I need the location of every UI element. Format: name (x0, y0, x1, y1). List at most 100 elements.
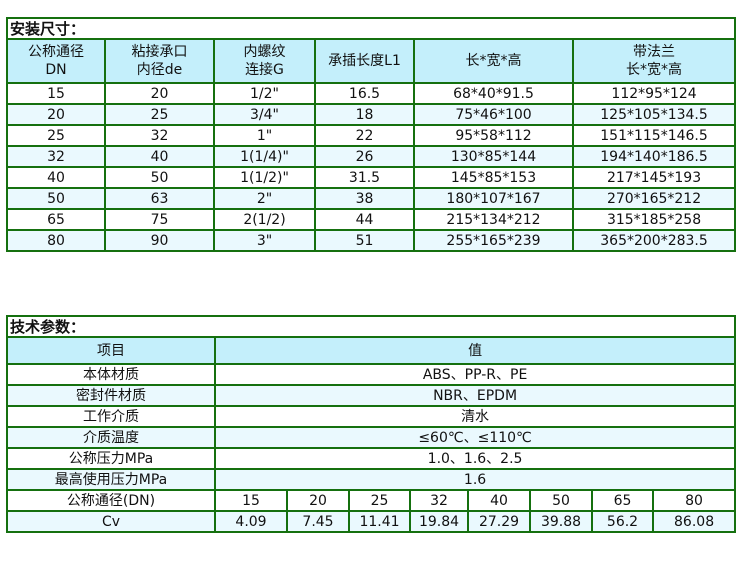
dn-value: 15 (214, 489, 288, 512)
table-row: 80 90 3" 51 255*165*239 365*200*283.5 (6, 229, 737, 252)
table-cell: 75*46*100 (413, 103, 574, 126)
table-cell-text: 26 (355, 148, 374, 165)
table-cell-text: 75*46*100 (455, 106, 532, 123)
column-header-text: 公称通径 (28, 44, 84, 60)
cv-value-text: 4.09 (235, 513, 267, 530)
table-cell-text: 51 (355, 232, 374, 249)
table-cell-text: 32 (47, 148, 65, 165)
table-cell: 180*107*167 (413, 187, 574, 210)
dn-value-text: 32 (430, 492, 448, 509)
table-cell-text: 3/4" (250, 106, 279, 123)
table-cell: 44 (314, 208, 415, 231)
table-cell: 194*140*186.5 (571, 145, 737, 168)
installation-dimensions-table: 安装尺寸： 公称通径 DN 粘接承口 内径de 内螺纹 连接G 承插长度L1 长*宽*高 带法兰长… (5, 17, 737, 252)
param-name-text: 工作介质 (83, 408, 139, 425)
cv-value: 11.41 (348, 510, 411, 533)
table-cell: 270*165*212 (571, 187, 737, 210)
table-cell-text: 1" (256, 127, 273, 144)
dn-value-text: 40 (490, 492, 508, 509)
table-cell-text: 125*105*134.5 (600, 106, 708, 123)
table-row: 工作介质 清水 (6, 405, 737, 428)
cv-value: 27.29 (467, 510, 531, 533)
dn-value: 80 (651, 489, 737, 512)
param-name: 密封件材质 (6, 384, 216, 407)
param-name: 工作介质 (6, 405, 216, 428)
table-cell-text: 63 (150, 190, 169, 207)
table-cell-text: 50 (150, 169, 169, 186)
column-header: 项目 (6, 336, 216, 365)
table-cell: 40 (104, 145, 215, 168)
table-cell: 26 (314, 145, 415, 168)
table-cell: 365*200*283.5 (571, 229, 737, 252)
param-name: 最高使用压力MPa (6, 468, 216, 491)
table-cell-text: 40 (47, 169, 65, 186)
table-cell: 25 (104, 103, 215, 126)
dn-value-text: 20 (309, 492, 327, 509)
column-header-text-line2: 长*宽*高 (626, 62, 683, 78)
cv-value-text: 56.2 (606, 513, 639, 530)
section-title-text: 技术参数： (10, 317, 86, 336)
table-title-row: 技术参数： (5, 315, 737, 338)
section-title: 安装尺寸： (5, 17, 737, 40)
table-cell-text: 151*115*146.5 (600, 127, 708, 144)
table-row: 25 32 1" 22 95*58*112 151*115*146.5 (6, 124, 737, 147)
table-cell-text: 145*85*153 (450, 169, 537, 186)
table-cell: 315*185*258 (571, 208, 737, 231)
table-cell-text: 180*107*167 (446, 190, 541, 207)
table-cell-text: 194*140*186.5 (600, 148, 708, 165)
table-cell: 130*85*144 (413, 145, 574, 168)
table-cell-text: 32 (150, 127, 169, 144)
table-cell-text: 15 (47, 85, 65, 102)
table-row: 介质温度 ≤60℃、≤110℃ (6, 426, 737, 449)
technical-parameters-table: 技术参数： 项目值本体材质 ABS、PP-R、PE 密封件材质 NBR、EPDM 工作介质… (5, 315, 737, 533)
table-cell-text: 68*40*91.5 (453, 85, 534, 102)
dn-value-text: 65 (613, 492, 632, 509)
table-cell: 3/4" (213, 103, 316, 126)
table-cell: 40 (6, 166, 106, 189)
cv-value: 39.88 (529, 510, 593, 533)
table-cell: 2" (213, 187, 316, 210)
table-cell: 16.5 (314, 82, 415, 105)
param-name: 本体材质 (6, 363, 216, 386)
table-cell: 22 (314, 124, 415, 147)
header-row: 项目 值 (6, 336, 737, 365)
table-cell-text: 75 (150, 211, 169, 228)
table-cell-text: 1(1/2)" (240, 169, 289, 186)
table-cell-text: 95*58*112 (455, 127, 532, 144)
param-name-text: 密封件材质 (76, 387, 146, 404)
table-cell-text: 270*165*212 (606, 190, 702, 207)
param-name-text: 最高使用压力MPa (54, 471, 168, 488)
column-header: 粘接承口 内径de (104, 38, 215, 84)
dn-value: 20 (286, 489, 350, 512)
param-value-text: 1.0、1.6、2.5 (427, 450, 523, 467)
table-cell: 25 (6, 124, 106, 147)
table-cell-text: 3" (256, 232, 273, 249)
table-cell: 32 (6, 145, 106, 168)
header-row: 公称通径 DN 粘接承口 内径de 内螺纹 连接G 承插长度L1 长*宽*高 带法兰 长*宽*高 (6, 38, 737, 84)
table-row: 最高使用压力MPa 1.6 (6, 468, 737, 491)
dn-value-text: 50 (552, 492, 570, 509)
table-cell: 20 (104, 82, 215, 105)
table-cell: 1" (213, 124, 316, 147)
param-name-text: 公称压力MPa (68, 450, 154, 467)
cv-value: 56.2 (591, 510, 654, 533)
table-cell-text: 217*145*193 (606, 169, 702, 186)
table-cell-text: 20 (150, 85, 169, 102)
param-value: NBR、EPDM (213, 384, 737, 407)
table-cell-text: 65 (47, 211, 65, 228)
cv-value-text: 86.08 (674, 513, 715, 530)
param-name: 介质温度 (6, 426, 216, 449)
table-cell: 3" (213, 229, 316, 252)
table-cell-text: 1(1/4)" (240, 148, 289, 165)
table-cell-text: 130*85*144 (450, 148, 537, 165)
column-header: 承插长度L1 (314, 38, 415, 84)
cv-value: 7.45 (286, 510, 350, 533)
param-value: 1.0、1.6、2.5 (213, 447, 737, 470)
column-header-text-line2: DN (45, 62, 67, 78)
table-cell: 65 (6, 208, 106, 231)
dn-value: 25 (348, 489, 411, 512)
dn-value-text: 80 (685, 492, 703, 509)
table-cell: 215*134*212 (413, 208, 574, 231)
column-header-text: 项目 (97, 342, 125, 359)
table-cell: 63 (104, 187, 215, 210)
